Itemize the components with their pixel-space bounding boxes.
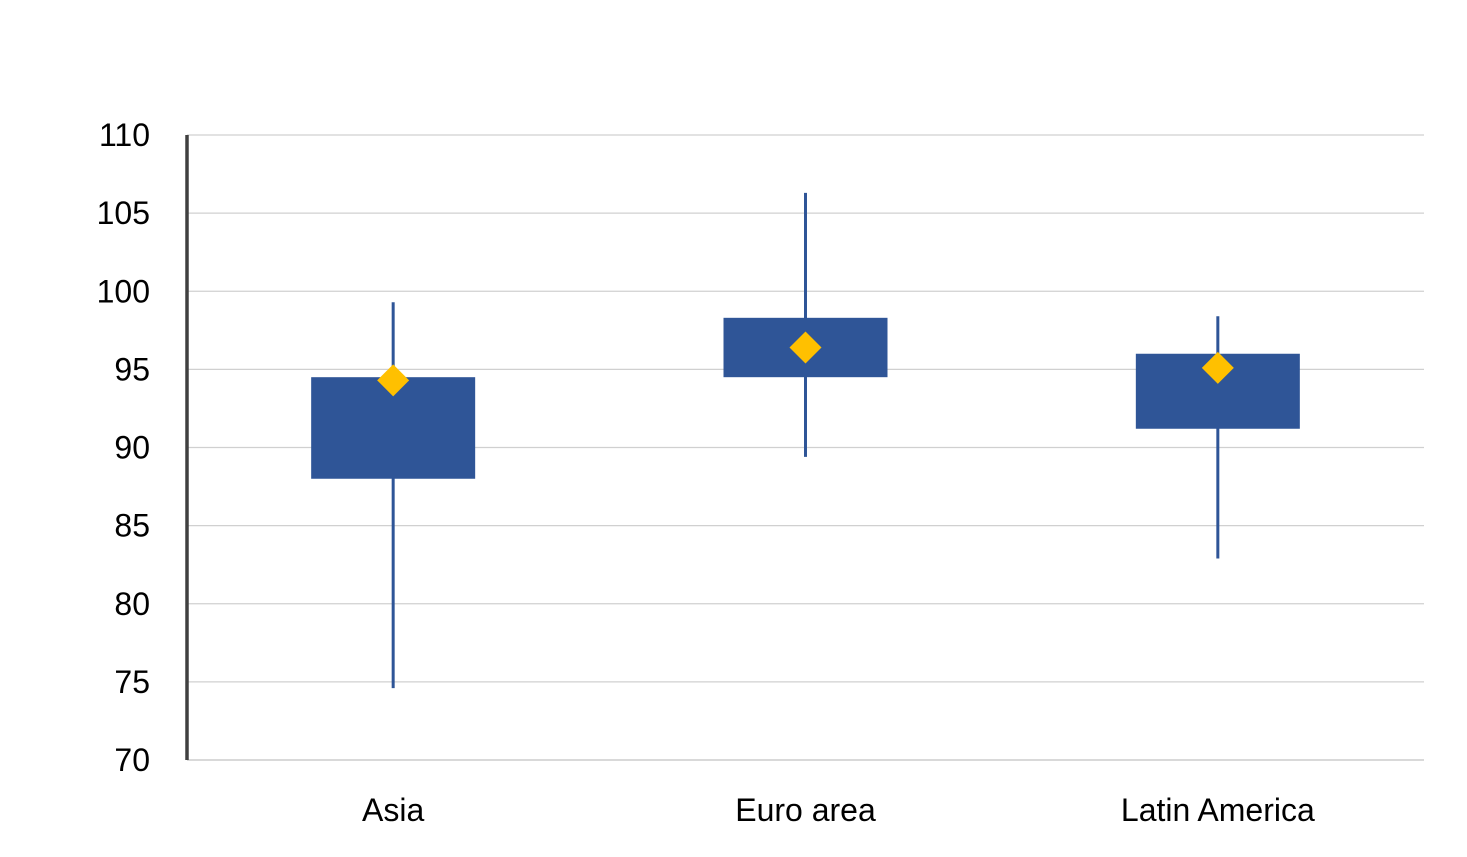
y-tick-label: 105 (97, 195, 150, 231)
y-tick-label: 90 (114, 430, 150, 466)
y-tick-label: 100 (97, 273, 150, 309)
y-tick-labels: 70 75 80 85 90 95 100 105 110 (97, 117, 150, 778)
y-tick-label: 80 (114, 586, 150, 622)
y-tick-label: 75 (114, 664, 150, 700)
diamond-marker (1201, 351, 1234, 384)
diamond-marker (789, 331, 822, 364)
category-label: Latin America (1121, 792, 1315, 828)
category-label: Asia (362, 792, 424, 828)
y-tick-label: 85 (114, 508, 150, 544)
data-marks (311, 192, 1300, 689)
y-tick-label: 95 (114, 351, 150, 387)
category-label: Euro area (735, 792, 876, 828)
diamond-marker (377, 364, 410, 397)
category-labels: Asia Euro area Latin America (362, 792, 1315, 828)
y-tick-label: 110 (99, 117, 150, 153)
axes (185, 135, 1424, 761)
y-tick-label: 70 (114, 742, 150, 778)
